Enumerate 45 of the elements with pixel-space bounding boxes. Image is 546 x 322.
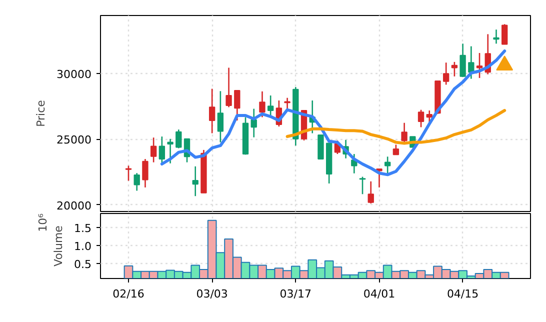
candlestick [418,109,424,128]
candlestick [392,144,400,156]
candlestick [234,90,240,122]
candlestick [493,28,500,44]
y-tick-label: 0.5 [74,258,92,271]
y-tick-label: 20000 [56,199,92,212]
candlestick [158,136,166,164]
candlestick [476,52,483,79]
x-tick-label: 03/17 [280,288,312,300]
candlestick [460,43,466,78]
candlestick [368,180,374,204]
x-tick-label: 02/16 [112,288,144,300]
x-tick-label: 04/15 [446,288,479,300]
candlestick [267,94,274,116]
candlestick [167,138,174,164]
y-axis-title: Price [34,100,48,127]
text: 10⁶ [36,212,50,232]
candlestick [176,128,182,149]
candlestick [401,122,408,144]
x-tick-label: 03/03 [196,288,228,300]
x-tick-label: 04/01 [363,288,396,300]
candlestick [442,62,450,86]
candlestick [250,108,257,138]
y-tick-label: 30000 [56,68,92,81]
candlestick [426,110,432,123]
candlestick [142,158,148,188]
y-tick-label: 1.5 [74,222,92,236]
candlestick [502,24,508,45]
candlestick [134,172,140,192]
candlestick [125,165,132,182]
candlestick [217,90,224,143]
candlestick [468,46,474,80]
y-axis-title: Volume [52,225,66,266]
candlestick [284,97,290,110]
candlestick [150,136,157,163]
y-tick-label: 25000 [56,134,92,147]
candlestick [359,176,366,195]
candlestick [192,166,198,197]
line-series [286,108,506,145]
candlestick [451,61,458,78]
candlestick [259,90,266,118]
y-tick-label: 1.0 [74,240,92,253]
candlestick [384,156,391,175]
candlestick [226,67,232,108]
candlestick [208,88,216,134]
